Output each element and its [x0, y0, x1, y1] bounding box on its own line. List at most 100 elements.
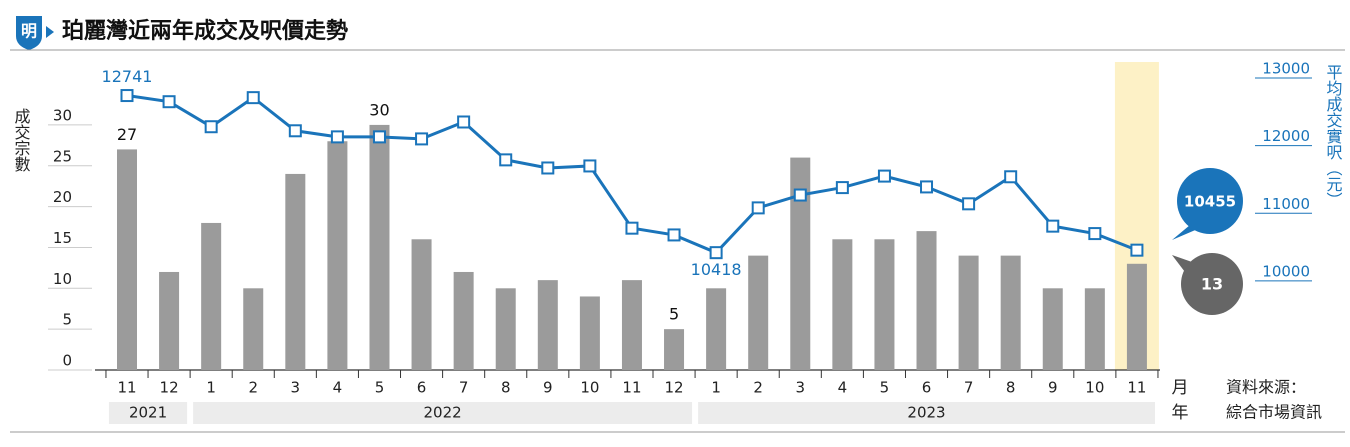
bar-value-label: 5 [669, 305, 679, 324]
bar [411, 239, 432, 370]
y-tick-label: 15 [53, 229, 72, 247]
x-tick-label: 12 [160, 379, 179, 397]
year-label: 2022 [424, 404, 462, 422]
bar [1000, 255, 1021, 370]
line-marker [120, 89, 134, 103]
bar [621, 280, 642, 370]
chart-title: 珀麗灣近兩年成交及呎價走勢 [62, 18, 348, 44]
line-marker [246, 91, 260, 105]
x-tick-label: 9 [1048, 379, 1058, 397]
logo-arrow [46, 26, 54, 38]
bar [579, 296, 600, 370]
logo-text: 明 [21, 22, 37, 41]
x-tick-label: 3 [291, 379, 301, 397]
year-band [108, 402, 188, 424]
x-tick-label: 12 [664, 379, 683, 397]
y-tick-label: 25 [53, 147, 72, 165]
bar [916, 231, 937, 370]
line-value-label: 10418 [691, 260, 742, 279]
bar [874, 239, 895, 370]
bar [748, 255, 769, 370]
x-tick-label: 10 [1085, 379, 1104, 397]
bar [790, 157, 811, 370]
line-marker [288, 124, 302, 138]
line-marker [1130, 243, 1144, 257]
bar [832, 239, 853, 370]
y-tick-label: 5 [62, 311, 72, 329]
line-marker [751, 201, 765, 215]
line-marker [1088, 227, 1102, 241]
logo-badge [16, 16, 42, 50]
y2-tick-label: 12000 [1262, 127, 1310, 145]
x-tick-label: 11 [1127, 379, 1146, 397]
line-marker [835, 181, 849, 195]
y-tick-label: 10 [53, 270, 72, 288]
bubble [1177, 168, 1243, 234]
y-tick-label: 0 [62, 352, 72, 370]
line-value-label: 12741 [102, 67, 153, 86]
line-marker [877, 169, 891, 183]
line-marker [625, 221, 639, 235]
year-label: 2023 [907, 404, 945, 422]
year-axis-label: 年 [1172, 403, 1189, 423]
bubble-label: 13 [1201, 275, 1223, 294]
year-band [193, 402, 693, 424]
y-tick-label: 30 [53, 106, 72, 124]
x-tick-label: 7 [964, 379, 974, 397]
x-tick-label: 4 [838, 379, 848, 397]
bar-value-label: 30 [369, 100, 389, 119]
bubble [1181, 253, 1243, 315]
line-marker [330, 130, 344, 144]
bubble-label: 10455 [1184, 193, 1236, 211]
bar [664, 329, 685, 370]
line-marker [709, 246, 723, 260]
y-axis-label: 成交宗數 [12, 108, 31, 172]
x-tick-label: 2 [753, 379, 763, 397]
bar [958, 255, 979, 370]
line-marker [162, 95, 176, 109]
line-marker [920, 180, 934, 194]
x-tick-label: 4 [333, 379, 343, 397]
line-marker [962, 197, 976, 211]
bar [159, 271, 180, 370]
y2-tick-label: 10000 [1262, 262, 1310, 280]
x-tick-label: 11 [117, 379, 136, 397]
line-marker [1004, 170, 1018, 184]
line-marker [541, 161, 555, 175]
year-band [698, 402, 1155, 424]
source-text: 綜合市場資訊 [1226, 403, 1322, 422]
bar [117, 149, 137, 370]
bar [285, 173, 306, 370]
x-tick-label: 8 [501, 379, 511, 397]
year-label: 2021 [129, 404, 167, 422]
x-tick-label: 7 [459, 379, 469, 397]
x-axis-label: 月 [1172, 378, 1189, 398]
bar [537, 280, 558, 370]
line-marker [204, 120, 218, 134]
line-marker [583, 159, 597, 173]
x-tick-label: 1 [711, 379, 721, 397]
bar [201, 222, 222, 370]
line-marker [1046, 219, 1060, 233]
bar [1084, 288, 1105, 370]
bar [1126, 263, 1147, 370]
x-tick-label: 5 [880, 379, 890, 397]
x-tick-label: 8 [1006, 379, 1016, 397]
bar [495, 288, 516, 370]
bar [706, 288, 727, 370]
source-label: 資料來源： [1226, 378, 1306, 397]
y2-axis-label: 平均成交實呎（元） [1324, 64, 1343, 208]
line-marker [793, 188, 807, 202]
line-marker [415, 132, 429, 146]
x-tick-label: 1 [206, 379, 216, 397]
bar [1042, 288, 1063, 370]
line-marker [667, 228, 681, 242]
y2-tick-label: 11000 [1262, 195, 1310, 213]
x-tick-label: 6 [417, 379, 427, 397]
bar [327, 141, 348, 370]
line-marker [372, 130, 386, 144]
x-tick-label: 5 [375, 379, 385, 397]
bar-value-label: 27 [117, 125, 137, 144]
x-tick-label: 6 [922, 379, 932, 397]
